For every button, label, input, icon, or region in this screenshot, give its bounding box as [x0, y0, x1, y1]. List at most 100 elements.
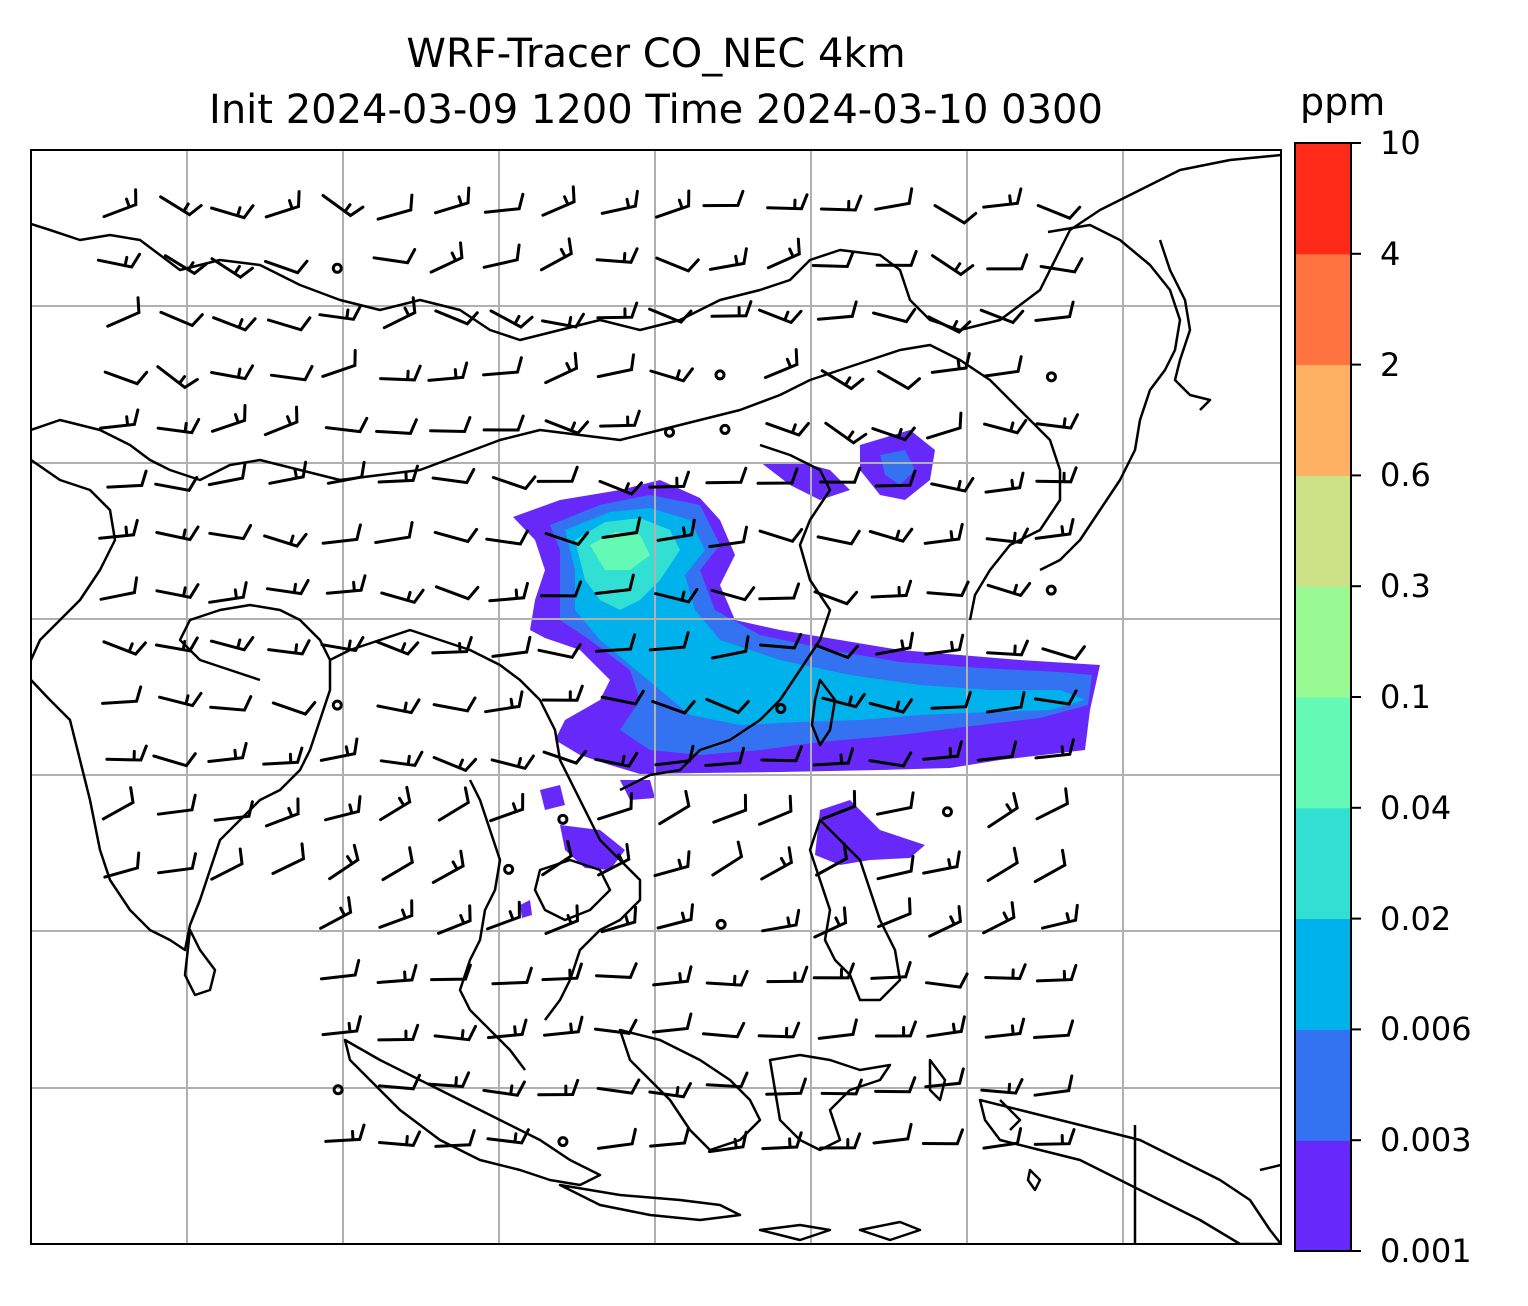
wind-barb	[159, 195, 203, 217]
wind-barb	[982, 1127, 1023, 1150]
wind-barb	[819, 194, 863, 212]
wind-barb	[376, 698, 421, 715]
wind-barb	[101, 685, 143, 705]
colorbar-segment	[1295, 918, 1351, 1030]
wind-barb	[925, 972, 969, 989]
wind-barb	[924, 1067, 965, 1089]
wind-barb	[871, 426, 916, 442]
wind-barb	[486, 1018, 528, 1040]
wind-barb	[820, 369, 865, 391]
wind-barb	[760, 846, 794, 881]
wind-barb	[764, 348, 799, 379]
wind-barb	[708, 247, 748, 271]
calm-wind-marker	[941, 806, 953, 818]
wind-barb	[377, 1073, 421, 1091]
wind-barb	[427, 361, 469, 382]
wind-barb	[491, 475, 537, 491]
colorbar-segment	[1295, 475, 1351, 587]
colorbar-segment	[1295, 697, 1351, 809]
calm-wind-marker	[719, 423, 731, 435]
wind-barb	[820, 1078, 863, 1096]
wind-barb	[705, 466, 748, 485]
wind-barb	[821, 789, 857, 821]
wind-barb	[263, 405, 299, 437]
wind-barb	[490, 754, 535, 771]
wind-barb	[987, 792, 1019, 829]
wind-barb	[264, 190, 301, 219]
wind-barb	[814, 643, 859, 660]
wind-barb	[208, 524, 253, 541]
wind-barb	[933, 204, 978, 225]
wind-barb	[710, 635, 750, 660]
wind-barb	[103, 370, 149, 386]
wind-barb	[980, 1078, 1024, 1095]
wind-barb	[431, 636, 473, 655]
wind-barb	[877, 370, 921, 391]
calm-wind-marker	[1045, 584, 1057, 596]
wind-barb	[264, 259, 309, 275]
wind-barb	[875, 249, 918, 267]
wind-barb	[431, 849, 465, 884]
map-frame	[30, 149, 1282, 1245]
calm-wind-marker	[664, 426, 676, 438]
wind-barb	[1034, 738, 1075, 760]
colorbar	[1294, 142, 1361, 1252]
map-title-line1: WRF-Tracer CO_NEC 4km	[406, 31, 906, 77]
wind-barb	[101, 786, 135, 821]
wind-barb	[320, 636, 365, 653]
wind-barb	[99, 576, 139, 601]
wind-barb	[597, 843, 631, 877]
wind-barb	[376, 193, 414, 221]
wind-barb	[544, 531, 590, 547]
wind-barb	[541, 840, 573, 877]
wind-barb	[106, 296, 141, 328]
wind-barb	[656, 518, 696, 542]
wind-barb	[702, 189, 745, 208]
wind-barb	[765, 422, 810, 437]
wind-barb	[376, 964, 418, 984]
wind-barb	[759, 632, 803, 650]
wind-barb	[432, 696, 477, 713]
wind-barb	[541, 185, 576, 217]
wind-barb	[210, 204, 255, 220]
wind-barb	[267, 639, 311, 656]
wind-barb	[986, 846, 1019, 882]
wind-barb	[154, 636, 199, 653]
wind-barb	[710, 300, 753, 318]
wind-barb	[651, 700, 696, 715]
wind-barb	[928, 905, 962, 938]
wind-barb	[766, 965, 809, 984]
wind-barb	[870, 961, 912, 980]
wind-barb	[922, 740, 963, 761]
wind-barb	[813, 906, 848, 939]
wind-barb	[648, 470, 690, 489]
calm-wind-marker	[332, 1084, 344, 1096]
calm-wind-marker	[331, 699, 343, 711]
wind-barb	[431, 468, 476, 485]
wind-barb	[758, 582, 801, 601]
wind-barb	[102, 640, 147, 656]
wind-barb	[816, 300, 858, 321]
wind-barb	[1041, 903, 1079, 930]
wind-barb	[984, 471, 1025, 494]
wind-barb	[207, 741, 248, 763]
wind-barb	[711, 840, 744, 877]
wind-barb	[707, 1130, 748, 1154]
wind-barb	[321, 1015, 362, 1037]
wind-barb	[157, 852, 197, 875]
wind-barb	[488, 581, 529, 603]
wind-barb	[266, 316, 312, 332]
wind-barb	[877, 897, 912, 928]
wind-barb	[539, 580, 583, 598]
wind-barb	[326, 460, 366, 485]
wind-barb	[653, 850, 691, 878]
wind-barb	[595, 633, 637, 653]
wind-barb	[594, 573, 635, 595]
colorbar-segment	[1295, 253, 1351, 366]
tracer-plume	[513, 430, 1100, 918]
wind-barb	[868, 527, 914, 543]
wind-barb	[378, 899, 414, 929]
wind-barb	[761, 908, 801, 933]
wind-barb	[930, 691, 972, 710]
